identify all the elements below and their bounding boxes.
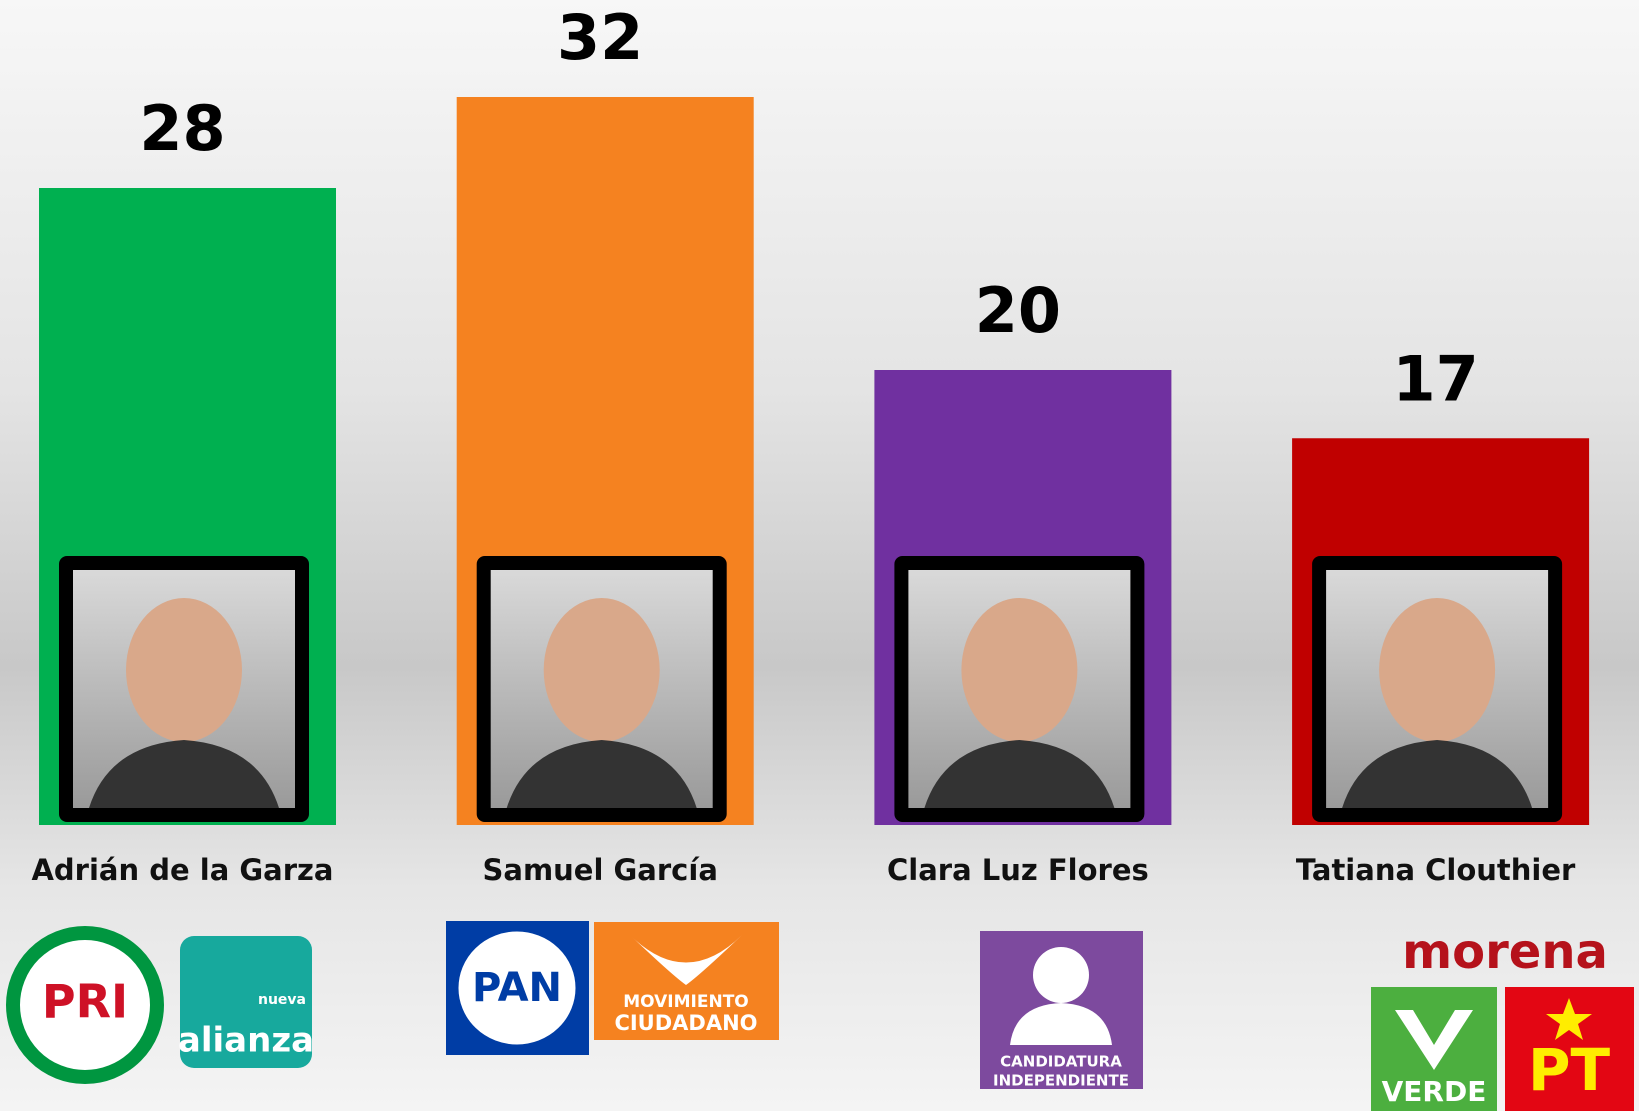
logo-text: CIUDADANO <box>614 1011 757 1035</box>
logo-text: alianza <box>178 1021 314 1061</box>
logo-silhouette-head <box>1033 947 1089 1003</box>
logo-text: MOVIMIENTO <box>623 992 749 1012</box>
chart: 28 Adrián de la Garza 32 Samuel García 20 Cla… <box>0 0 1639 1111</box>
category-label: Tatiana Clouthier <box>1296 853 1576 887</box>
logo-text: VERDE <box>1382 1075 1487 1108</box>
value-label: 17 <box>1392 342 1478 415</box>
logo-text: PRI <box>42 975 128 1029</box>
value-label: 32 <box>557 1 643 74</box>
photo-head <box>961 598 1077 742</box>
photo-head <box>126 598 242 742</box>
page: 28 Adrián de la Garza 32 Samuel García 20 Cla… <box>0 0 1639 1111</box>
category-label: Clara Luz Flores <box>887 853 1149 887</box>
value-label: 28 <box>139 92 225 165</box>
logo-text: PT <box>1528 1036 1611 1104</box>
photo-head <box>544 598 660 742</box>
category-label: Adrián de la Garza <box>31 853 333 887</box>
logo-text: nueva <box>258 992 306 1008</box>
logo-text: morena <box>1402 924 1608 980</box>
value-label: 20 <box>975 274 1061 347</box>
category-label: Samuel García <box>482 853 717 887</box>
logo-text: PAN <box>472 965 562 1011</box>
logo-text: CANDIDATURA <box>1000 1053 1122 1071</box>
logo-text: INDEPENDIENTE <box>993 1072 1129 1090</box>
photo-head <box>1379 598 1495 742</box>
